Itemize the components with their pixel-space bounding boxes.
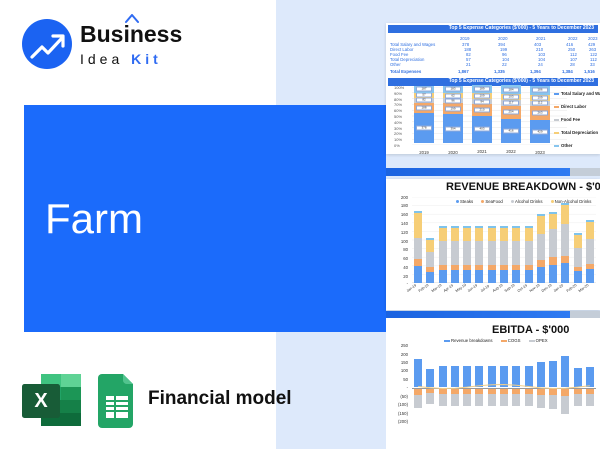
svg-text:X: X xyxy=(34,390,48,412)
